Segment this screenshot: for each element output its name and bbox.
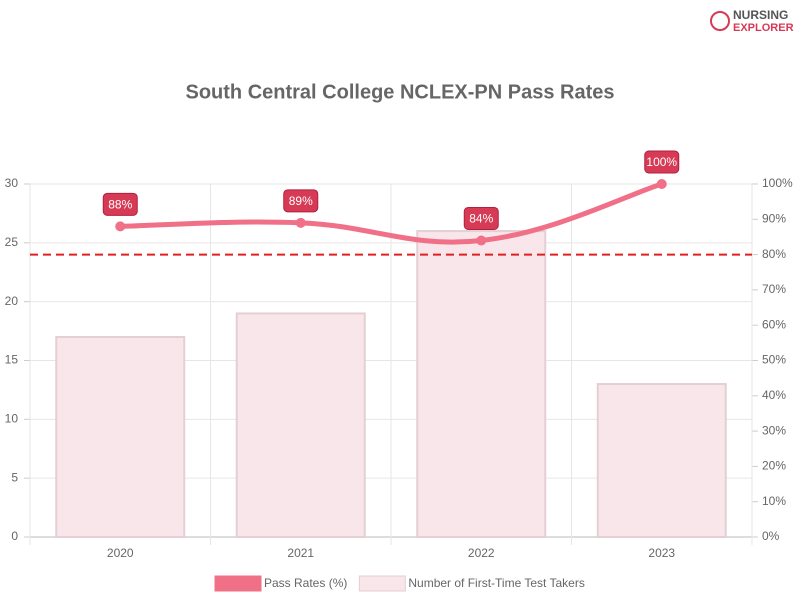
point [476, 235, 487, 246]
legend-label: Number of First-Time Test Takers [408, 576, 584, 590]
y-tick-label: 0 [11, 529, 18, 543]
y-tick-label: 20 [5, 294, 19, 308]
y2-tick-label: 60% [762, 317, 786, 331]
y2-tick-label: 50% [762, 353, 786, 367]
y2-tick-label: 70% [762, 282, 786, 296]
value-label-box [283, 189, 319, 213]
legend-swatch [358, 575, 406, 592]
y2-tick-label: 90% [762, 211, 786, 225]
x-tick-label: 2023 [648, 546, 675, 560]
x-tick-label: 2022 [468, 546, 495, 560]
value-label: 89% [289, 194, 313, 208]
bar [235, 312, 366, 538]
value-label-box [644, 150, 680, 174]
value-label: 100% [646, 155, 677, 169]
y-tick-label: 25 [5, 235, 19, 249]
y2-tick-label: 40% [762, 388, 786, 402]
y2-tick-label: 20% [762, 459, 786, 473]
y2-tick-label: 10% [762, 494, 786, 508]
y-tick-label: 30 [5, 176, 19, 190]
y-tick-label: 10 [5, 412, 19, 426]
y-tick-label: 15 [5, 353, 19, 367]
chart-title: South Central College NCLEX-PN Pass Rate… [186, 81, 615, 103]
value-label-box [102, 192, 138, 216]
bar [55, 335, 186, 539]
x-tick-label: 2020 [107, 546, 134, 560]
y-tick-label: 5 [11, 470, 18, 484]
y2-tick-label: 80% [762, 247, 786, 261]
y2-tick-label: 30% [762, 423, 786, 437]
line [120, 181, 663, 245]
value-label: 88% [108, 198, 132, 212]
brand-line1: NURSING [733, 8, 788, 22]
brand-logo [710, 11, 730, 31]
legend-swatch [214, 575, 262, 592]
point [295, 217, 306, 228]
point [115, 221, 126, 232]
bar [596, 383, 727, 538]
y2-tick-label: 100% [762, 176, 793, 190]
legend-label: Pass Rates (%) [264, 576, 347, 590]
point [656, 179, 667, 189]
y2-tick-label: 0% [762, 529, 780, 543]
value-label-box [463, 206, 499, 230]
bar [416, 230, 547, 538]
x-tick-label: 2021 [287, 546, 314, 560]
value-label: 84% [469, 212, 493, 226]
brand-line2: EXPLORER [733, 22, 794, 34]
